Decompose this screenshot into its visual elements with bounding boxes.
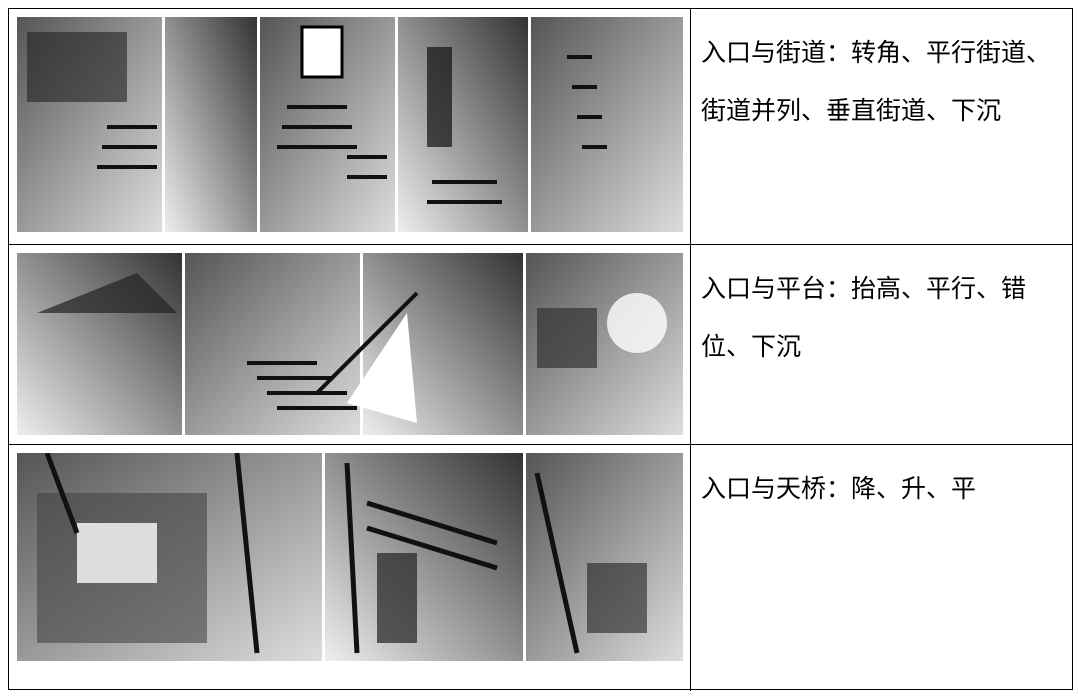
- photo-strip: [9, 245, 691, 444]
- cell-text: 入口与街道：转角、平行街道、街道并列、垂直街道、下沉: [701, 40, 1052, 125]
- photo-strip: [9, 9, 691, 244]
- photo-strip: [9, 445, 691, 691]
- table-row: 入口与天桥：降、升、平: [9, 444, 1072, 691]
- table-row: 入口与街道：转角、平行街道、街道并列、垂直街道、下沉: [9, 9, 1072, 244]
- cell-text: 入口与天桥：降、升、平: [701, 476, 977, 503]
- photo: [17, 453, 683, 661]
- table: 入口与街道：转角、平行街道、街道并列、垂直街道、下沉 入口与平台：抬高、平行、错…: [8, 8, 1073, 691]
- cell-text: 入口与平台：抬高、平行、错位、下沉: [701, 276, 1027, 361]
- table-row: 入口与平台：抬高、平行、错位、下沉: [9, 244, 1072, 444]
- photo: [17, 253, 683, 435]
- photo: [17, 17, 683, 232]
